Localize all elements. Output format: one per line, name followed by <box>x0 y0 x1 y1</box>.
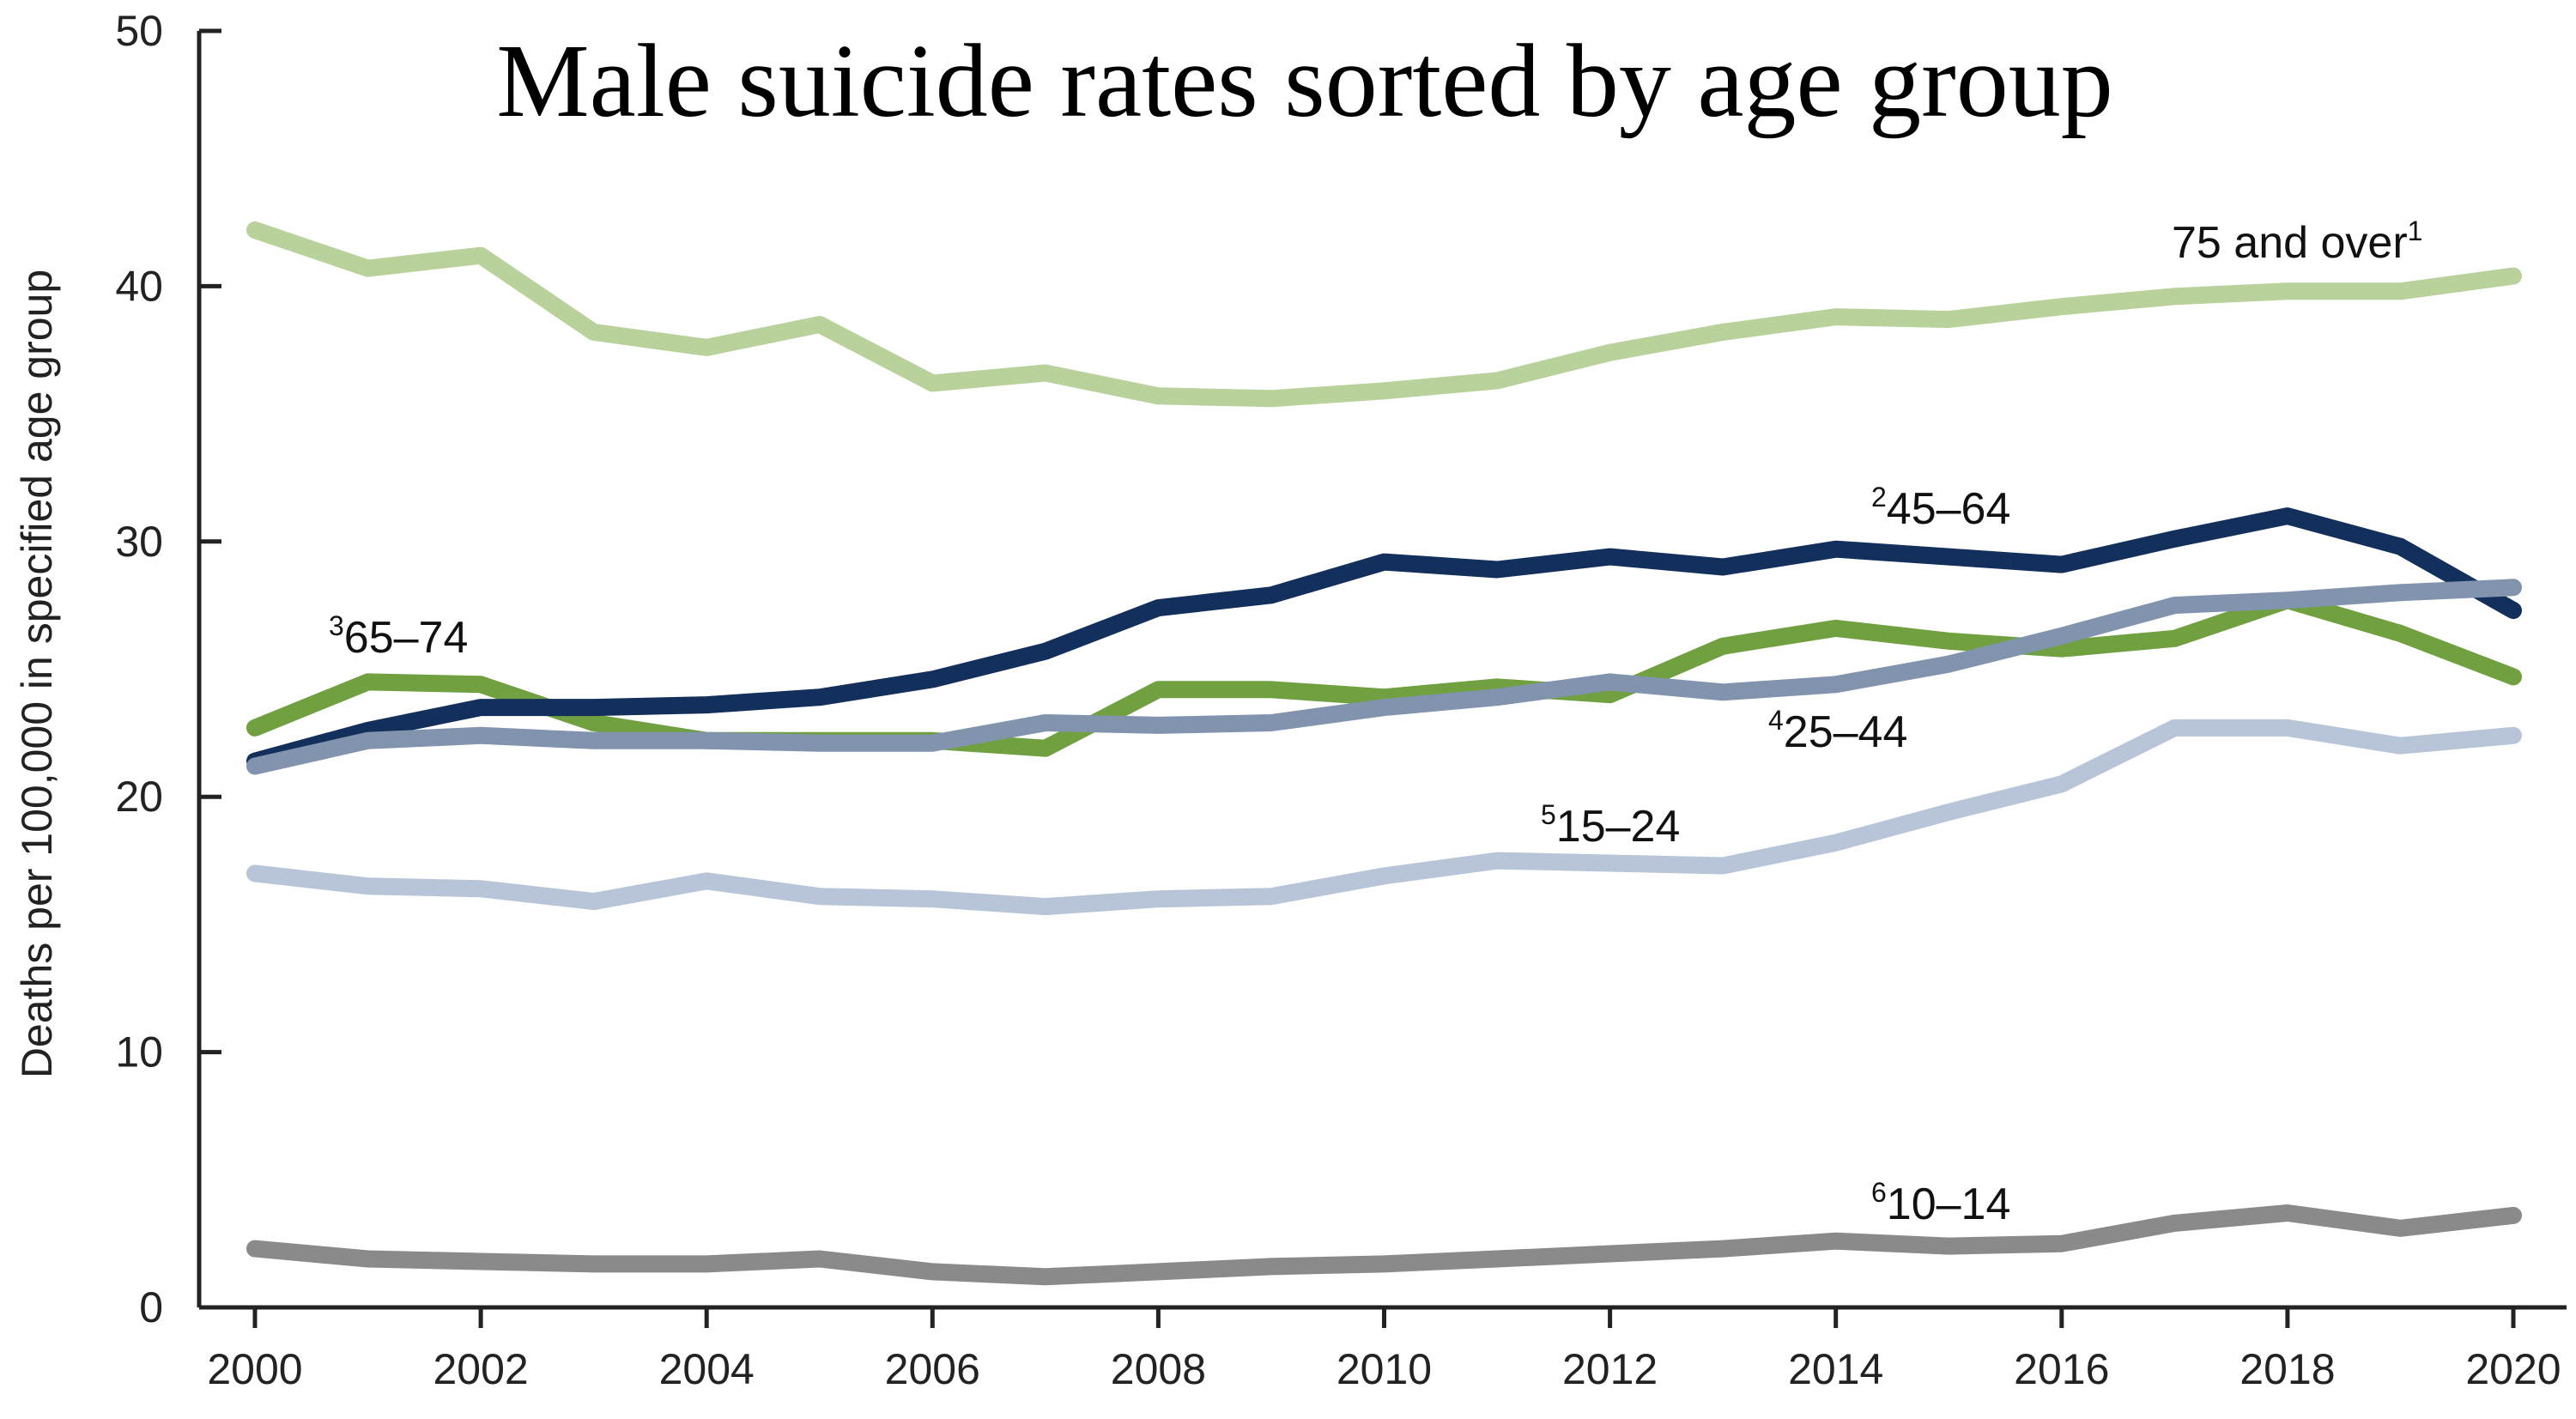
x-tick-label-2020: 2020 <box>2465 1345 2561 1393</box>
x-tick-label-2000: 2000 <box>207 1345 302 1393</box>
y-axis: 0 10 20 30 40 50 <box>115 7 221 1331</box>
y-tick-label-0: 0 <box>139 1283 163 1331</box>
series-line-25-44 <box>246 579 2522 775</box>
x-tick-label-2012: 2012 <box>1562 1345 1658 1393</box>
x-tick-label-2002: 2002 <box>433 1345 528 1393</box>
y-axis-label: Deaths per 100,000 in specified age grou… <box>13 270 61 1078</box>
series-label-45-64: 245–64 <box>1871 482 2010 534</box>
series-line-45-64 <box>246 507 2522 770</box>
series-line-65-74 <box>246 591 2522 757</box>
series-label-10-14: 610–14 <box>1871 1177 2010 1229</box>
series-label-65-74: 365–74 <box>329 610 468 663</box>
x-tick-label-2010: 2010 <box>1336 1345 1432 1393</box>
series-label-15-24: 515–24 <box>1541 799 1680 852</box>
series-line-15-24 <box>246 719 2522 916</box>
series-label-75-and-over: 75 and over1 <box>2172 215 2422 268</box>
x-tick-label-2014: 2014 <box>1788 1345 1883 1393</box>
y-tick-label-40: 40 <box>115 262 163 310</box>
series-line-75-and-over <box>246 221 2522 408</box>
x-tick-label-2018: 2018 <box>2240 1345 2335 1393</box>
x-tick-label-2004: 2004 <box>659 1345 755 1393</box>
series-labels: 75 and over1 245–64 365–74 425–44 515–24… <box>329 215 2422 1229</box>
x-tick-label-2016: 2016 <box>2014 1345 2109 1393</box>
x-tick-label-2006: 2006 <box>885 1345 980 1393</box>
y-tick-label-20: 20 <box>115 773 163 821</box>
y-tick-label-10: 10 <box>115 1028 163 1076</box>
series-label-25-44: 425–44 <box>1768 705 1907 757</box>
y-ticks: 0 10 20 30 40 50 <box>115 7 221 1331</box>
series-lines <box>246 221 2522 1286</box>
y-tick-label-50: 50 <box>115 7 163 55</box>
x-tick-label-2008: 2008 <box>1111 1345 1206 1393</box>
x-ticks: 2000 2002 2004 2006 2008 2010 2012 2014 2016 2018… <box>207 1307 2561 1393</box>
series-line-10-14 <box>246 1204 2522 1286</box>
chart-title: Male suicide rates sorted by age group <box>496 23 2113 139</box>
x-axis: 2000 2002 2004 2006 2008 2010 2012 2014 2016 2018… <box>199 1305 2567 1393</box>
y-tick-label-30: 30 <box>115 518 163 566</box>
